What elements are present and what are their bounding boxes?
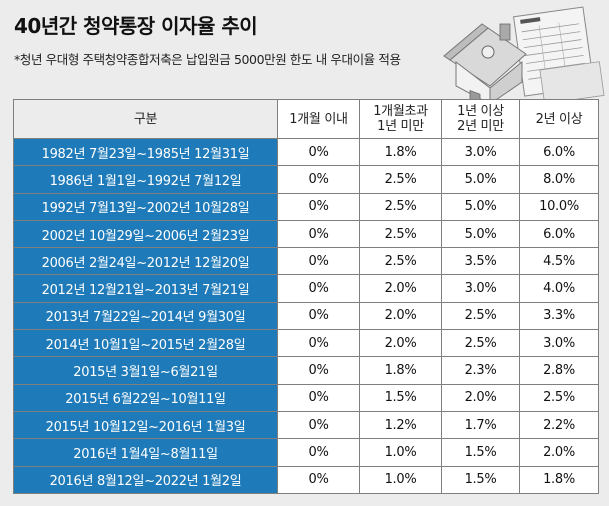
header-over-2-years: 2년 이상 [519,99,599,139]
rate-cell: 6.0% [519,137,599,167]
rate-cell: 4.5% [519,247,599,276]
table-row: 2016년 1월4일~8월11일 0% 1.0% 1.5% 2.0% [13,438,599,467]
rate-cell: 1.8% [519,465,599,494]
rate-cell: 0% [277,165,360,194]
period-cell: 2015년 10월12일~2016년 1월3일 [13,410,278,440]
rate-cell: 3.0% [441,274,520,303]
rate-cell: 5.0% [441,192,520,221]
rate-cell: 2.5% [519,383,599,412]
table-row: 2002년 10월29일~2006년 2월23일 0% 2.5% 5.0% 6.… [13,219,599,249]
rate-cell: 1.8% [359,356,442,385]
rate-cell: 3.5% [441,247,520,276]
rate-cell: 0% [277,219,360,249]
rate-cell: 2.2% [519,410,599,440]
rate-cell: 5.0% [441,219,520,249]
table-row: 2016년 8월12일~2022년 1월2일 0% 1.0% 1.5% 1.8% [13,465,599,494]
period-cell: 2016년 8월12일~2022년 1월2일 [13,465,278,494]
rate-cell: 2.0% [359,301,442,331]
header-1-month-to-1-year: 1개월초과 1년 미만 [359,99,442,139]
table-row: 1986년 1월1일~1992년 7월12일 0% 2.5% 5.0% 8.0% [13,165,599,194]
rate-cell: 2.5% [359,165,442,194]
rate-cell: 3.3% [519,301,599,331]
table-row: 2012년 12월21일~2013년 7월21일 0% 2.0% 3.0% 4.… [13,274,599,303]
period-cell: 2016년 1월4일~8월11일 [13,438,278,467]
rate-cell: 1.0% [359,438,442,467]
rate-cell: 0% [277,329,360,358]
period-cell: 2015년 3월1일~6월21일 [13,356,278,385]
house-and-bankbook-icon [443,6,605,104]
rate-cell: 0% [277,410,360,440]
rate-cell: 0% [277,274,360,303]
rate-cell: 5.0% [441,165,520,194]
rate-cell: 6.0% [519,219,599,249]
rate-cell: 2.8% [519,356,599,385]
rate-cell: 8.0% [519,165,599,194]
period-cell: 2015년 6월22일~10월11일 [13,383,278,412]
rate-cell: 1.5% [441,438,520,467]
table-row: 2013년 7월22일~2014년 9월30일 0% 2.0% 2.5% 3.3… [13,301,599,331]
rate-cell: 0% [277,383,360,412]
rate-cell: 0% [277,301,360,331]
rate-cell: 1.2% [359,410,442,440]
rate-cell: 2.5% [359,192,442,221]
rate-cell: 2.0% [519,438,599,467]
rate-cell: 0% [277,356,360,385]
header-gubun: 구분 [13,99,278,139]
footnote-subtitle: *청년 우대형 주택청약종합저축은 납입원금 5000만원 한도 내 우대이율 … [14,52,401,67]
header-within-1-month: 1개월 이내 [277,99,360,139]
rate-cell: 0% [277,465,360,494]
period-cell: 2006년 2월24일~2012년 12월20일 [13,247,278,276]
rate-cell: 0% [277,137,360,167]
table-header-row: 구분 1개월 이내 1개월초과 1년 미만 1년 이상 2년 미만 2년 이상 [13,99,599,139]
rate-cell: 2.5% [441,301,520,331]
rate-cell: 1.7% [441,410,520,440]
rate-cell: 10.0% [519,192,599,221]
period-cell: 2013년 7월22일~2014년 9월30일 [13,301,278,331]
rate-cell: 2.0% [359,329,442,358]
table-row: 2015년 6월22일~10월11일 0% 1.5% 2.0% 2.5% [13,383,599,412]
header-1-year-to-2-years: 1년 이상 2년 미만 [441,99,520,139]
page-title: 40년간 청약통장 이자율 추이 [14,14,258,38]
period-cell: 2014년 10월1일~2015년 2월28일 [13,329,278,358]
table-row: 2015년 3월1일~6월21일 0% 1.8% 2.3% 2.8% [13,356,599,385]
table-row: 1982년 7월23일~1985년 12월31일 0% 1.8% 3.0% 6.… [13,137,599,167]
rate-cell: 1.0% [359,465,442,494]
rate-cell: 0% [277,247,360,276]
period-cell: 1992년 7월13일~2002년 10월28일 [13,192,278,221]
rate-cell: 1.5% [359,383,442,412]
rate-cell: 1.5% [441,465,520,494]
rate-cell: 1.8% [359,137,442,167]
table-row: 1992년 7월13일~2002년 10월28일 0% 2.5% 5.0% 10… [13,192,599,221]
rate-cell: 0% [277,438,360,467]
rate-cell: 0% [277,192,360,221]
period-cell: 2002년 10월29일~2006년 2월23일 [13,219,278,249]
rate-cell: 2.5% [359,219,442,249]
table-row: 2014년 10월1일~2015년 2월28일 0% 2.0% 2.5% 3.0… [13,329,599,358]
rate-cell: 4.0% [519,274,599,303]
rate-cell: 2.3% [441,356,520,385]
interest-rate-table: 구분 1개월 이내 1개월초과 1년 미만 1년 이상 2년 미만 2년 이상 19… [13,99,599,494]
rate-cell: 2.0% [359,274,442,303]
rate-cell: 2.0% [441,383,520,412]
rate-cell: 3.0% [441,137,520,167]
table-row: 2006년 2월24일~2012년 12월20일 0% 2.5% 3.5% 4.… [13,247,599,276]
table-row: 2015년 10월12일~2016년 1월3일 0% 1.2% 1.7% 2.2… [13,410,599,440]
period-cell: 2012년 12월21일~2013년 7월21일 [13,274,278,303]
period-cell: 1982년 7월23일~1985년 12월31일 [13,137,278,167]
rate-cell: 3.0% [519,329,599,358]
rate-cell: 2.5% [441,329,520,358]
period-cell: 1986년 1월1일~1992년 7월12일 [13,165,278,194]
rate-cell: 2.5% [359,247,442,276]
